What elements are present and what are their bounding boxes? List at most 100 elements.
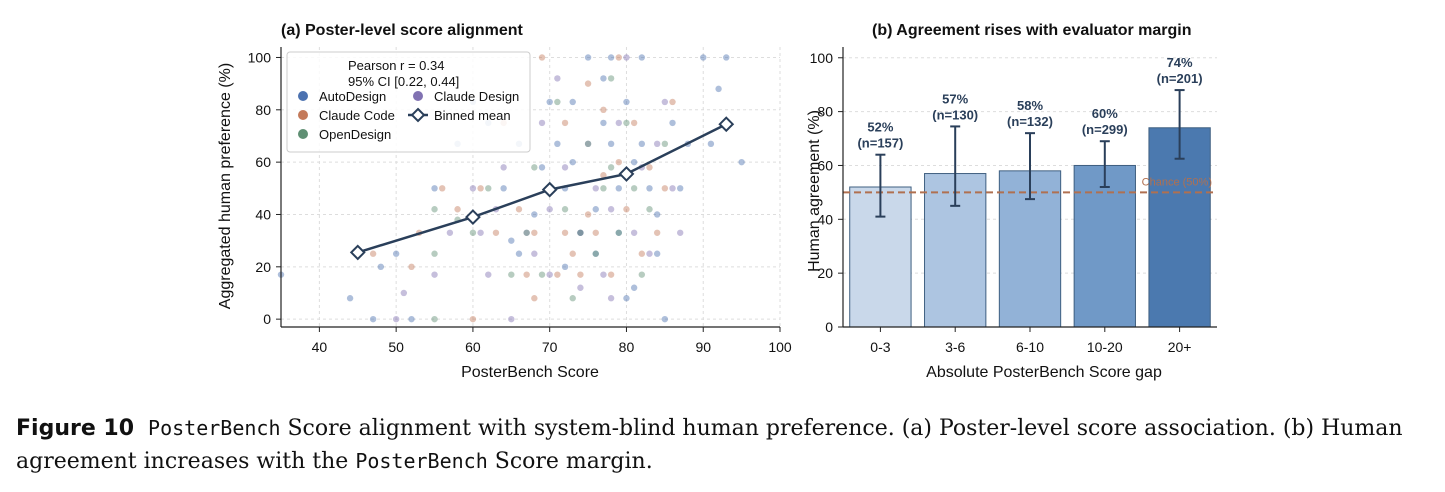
scatter-point [561, 263, 569, 271]
x-tick-label: 50 [388, 339, 404, 355]
scatter-title: (a) Poster-level score alignment [281, 22, 524, 39]
x-tick-label: 90 [695, 339, 711, 355]
y-tick-label: 60 [255, 154, 271, 170]
scatter-point [592, 250, 599, 257]
scatter-point [600, 119, 607, 127]
scatter-point [408, 315, 415, 323]
scatter-point [546, 206, 553, 213]
scatter-point [669, 185, 676, 192]
caption-text-2: Score margin. [487, 449, 653, 474]
scatter-point [646, 206, 653, 213]
scatter-point [431, 206, 438, 213]
scatter-point [607, 54, 615, 61]
y-tick-label: 40 [255, 206, 271, 222]
scatter-point [554, 98, 561, 106]
legend-marker [298, 110, 308, 120]
scatter-point [723, 54, 730, 61]
x-tick-label: 70 [542, 339, 558, 355]
legend-label: OpenDesign [319, 127, 391, 142]
x-tick-label: 0-3 [870, 339, 890, 355]
scatter-point [653, 211, 661, 218]
x-tick-label: 3-6 [945, 339, 965, 355]
binned-mean-marker [349, 244, 366, 261]
bar-percent-label: 57% [942, 91, 968, 106]
y-tick-label: 40 [817, 211, 833, 227]
bar-value-labels: 52%(n=157) 57%(n=130) 58%(n=132) 60%(n=299)… [857, 55, 1202, 151]
scatter-point [623, 295, 630, 302]
scatter-point [653, 140, 661, 148]
error-bars [875, 89, 1185, 218]
scatter-point [607, 271, 615, 278]
bar-count-label: (n=132) [1007, 114, 1053, 129]
scatter-point [615, 119, 622, 127]
scatter-point [569, 295, 576, 302]
scatter-point [638, 250, 646, 257]
scatter-point [508, 271, 515, 278]
scatter-point [561, 164, 569, 171]
scatter-point [554, 75, 561, 82]
scatter-point [569, 98, 576, 106]
pearson-stat: Pearson r = 0.34 [348, 58, 444, 73]
scatter-point [554, 140, 561, 148]
scatter-point [523, 229, 530, 236]
scatter-point [485, 271, 492, 278]
scatter-point [584, 54, 592, 61]
scatter-point [569, 250, 576, 257]
scatter-point [561, 206, 569, 213]
scatter-point [584, 140, 592, 148]
scatter-point [700, 54, 707, 61]
scatter-point [469, 229, 477, 236]
scatter-point [669, 98, 676, 106]
scatter-point [554, 271, 561, 278]
y-tick-label: 80 [817, 104, 833, 120]
scatter-point [523, 229, 530, 236]
scatter-point [607, 295, 615, 302]
legend-label: Claude Design [434, 89, 519, 104]
scatter-point [623, 206, 630, 213]
scatter-axes [280, 47, 780, 328]
scatter-point [477, 185, 484, 192]
scatter-point [515, 250, 523, 257]
scatter-point [431, 271, 438, 278]
scatter-point [577, 284, 584, 291]
scatter-point [653, 250, 661, 257]
scatter-point [369, 315, 377, 323]
bar-percent-label: 52% [867, 120, 893, 135]
x-tick-label: 10-20 [1087, 339, 1123, 355]
scatter-point [569, 158, 576, 166]
bar-count-label: (n=201) [1157, 71, 1203, 86]
binned-mean-marker [618, 166, 635, 182]
scatter-point [538, 164, 546, 171]
scatter-point [531, 229, 538, 236]
scatter-point [531, 211, 538, 218]
y-tick-label: 20 [255, 259, 271, 275]
scatter-point [623, 54, 630, 61]
bar-percent-label: 58% [1017, 98, 1043, 113]
scatter-point [508, 237, 515, 244]
bar-title: (b) Agreement rises with evaluator margi… [872, 22, 1191, 39]
binned-mean-marker [718, 116, 735, 133]
scatter-y-label: Aggregated human preference (%) [217, 63, 234, 309]
scatter-point [446, 229, 454, 236]
bar-count-label: (n=130) [932, 107, 978, 122]
scatter-point [477, 229, 484, 236]
scatter-point [592, 185, 599, 192]
binned-mean-marker [465, 209, 481, 226]
bar-percent-label: 74% [1167, 55, 1193, 70]
scatter-point [646, 164, 653, 171]
scatter-point [607, 140, 615, 148]
caption-label: Figure 10 [16, 416, 135, 441]
scatter-point [392, 250, 400, 257]
scatter-point [615, 229, 622, 236]
scatter-point [630, 185, 638, 192]
scatter-point [677, 229, 684, 236]
binned-mean-line [349, 116, 735, 261]
scatter-point [630, 284, 638, 291]
scatter-point [600, 172, 607, 179]
scatter-point [615, 185, 622, 192]
scatter-point [531, 295, 538, 302]
scatter-point [538, 119, 546, 127]
legend-label: Binned mean [434, 108, 511, 123]
y-tick-label: 80 [255, 102, 271, 118]
figure: (a) Poster-level score alignment 40 50 60 7… [217, 22, 1217, 381]
